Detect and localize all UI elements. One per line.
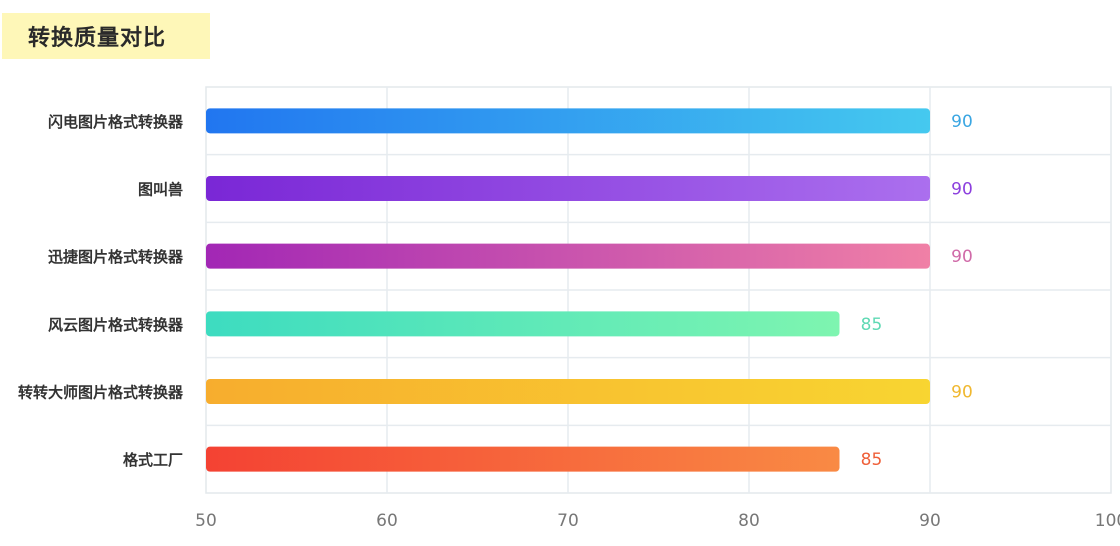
bar [206, 446, 840, 472]
labels: 90 闪电图片格式转换器 90 图叫兽 90 迅捷图片格式转换器 85 风云图片格式转换器 90… [18, 112, 973, 470]
chart-title: 转换质量对比 [2, 13, 210, 59]
category-label: 格式工厂 [123, 451, 183, 469]
bar [206, 243, 930, 269]
x-tick-label: 50 [195, 511, 217, 531]
data-label: 85 [861, 450, 883, 470]
data-label: 85 [861, 315, 883, 335]
tick-labels: 50 60 70 80 90 100 [195, 511, 1120, 531]
bar [206, 379, 930, 404]
category-label: 闪电图片格式转换器 [48, 113, 184, 131]
category-label: 迅捷图片格式转换器 [48, 248, 184, 266]
x-tick-label: 90 [919, 511, 941, 531]
category-label: 图叫兽 [138, 181, 183, 199]
bar [206, 176, 930, 201]
x-tick-label: 100 [1095, 511, 1120, 531]
x-tick-label: 80 [738, 511, 760, 531]
bars [206, 108, 930, 472]
bar [206, 311, 840, 337]
category-label: 风云图片格式转换器 [48, 316, 184, 334]
grid [205, 86, 1112, 494]
data-label: 90 [951, 112, 973, 132]
data-label: 90 [951, 383, 973, 403]
data-label: 90 [951, 247, 973, 267]
x-tick-label: 70 [557, 511, 579, 531]
x-tick-label: 60 [376, 511, 398, 531]
data-label: 90 [951, 180, 973, 200]
bar [206, 108, 930, 134]
category-label: 转转大师图片格式转换器 [18, 384, 184, 402]
